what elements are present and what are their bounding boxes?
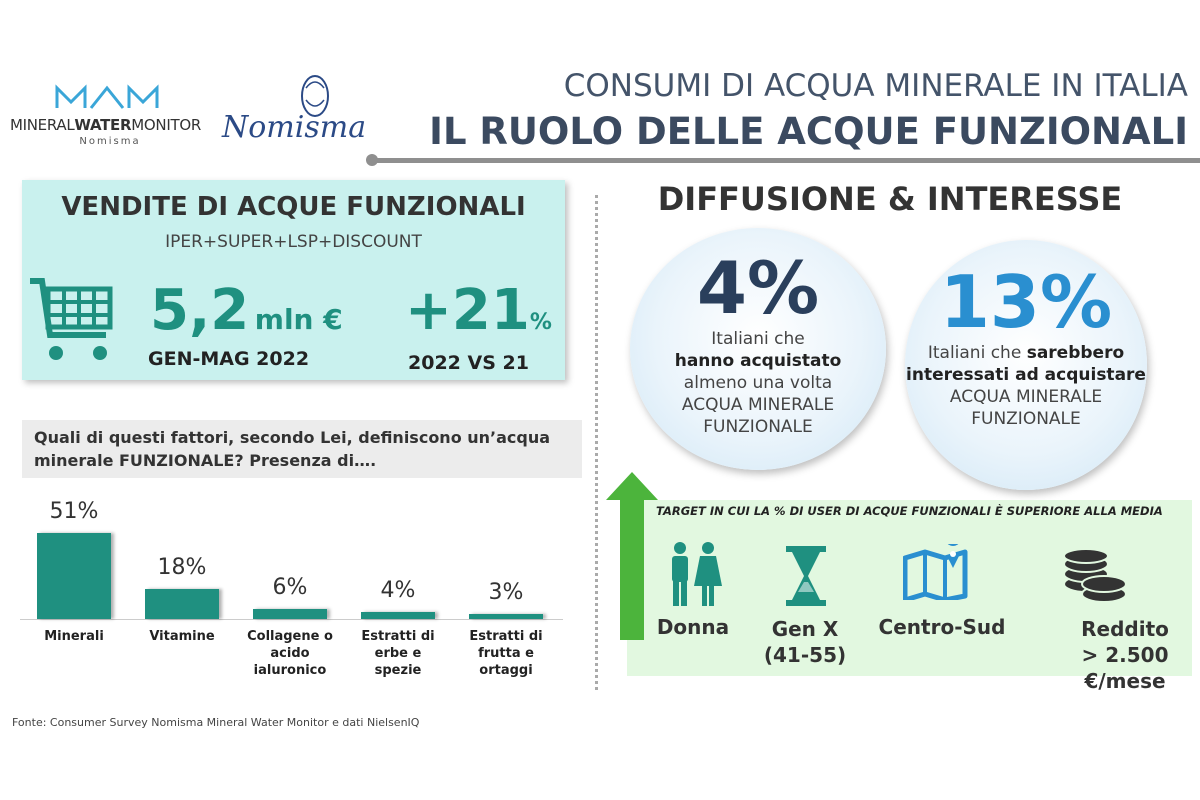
divider xyxy=(595,195,598,690)
target-item: Gen X (41-55) xyxy=(763,617,847,667)
sales-value: 5,2 mln € xyxy=(150,278,343,343)
value-label: 18% xyxy=(157,554,207,580)
x-tick-label: Estratti di frutta e ortaggi xyxy=(469,629,543,678)
subtitle: IL RUOLO DELLE ACQUE FUNZIONALI xyxy=(429,110,1188,153)
value-label: 51% xyxy=(49,498,99,524)
people-icon xyxy=(672,542,722,606)
chart-title: Quali di questi fattori, secondo Lei, de… xyxy=(22,420,582,478)
up-arrow xyxy=(606,472,658,640)
title-rule xyxy=(372,158,1200,163)
target-item: Donna xyxy=(656,615,730,639)
sales-channels: IPER+SUPER+LSP+DISCOUNT xyxy=(165,232,422,252)
sales-title: VENDITE DI ACQUE FUNZIONALI xyxy=(61,192,526,222)
circle-line: sarebbero xyxy=(1026,343,1125,363)
coins-icon xyxy=(1063,548,1127,603)
target-item: Reddito > 2.500 €/mese xyxy=(1081,617,1169,693)
value-label: 4% xyxy=(380,578,416,604)
circle-line: FUNZIONALE xyxy=(703,417,813,437)
source: Fonte: Consumer Survey Nomisma Mineral W… xyxy=(12,716,420,729)
bar xyxy=(37,532,111,619)
baseline xyxy=(20,619,563,620)
sales-box xyxy=(22,180,565,380)
circle-line: Italiani che xyxy=(711,329,805,349)
hourglass-icon xyxy=(786,546,826,606)
sales-growth: +21% xyxy=(405,278,552,343)
x-tick-label: Collagene o acido ialuronico xyxy=(247,629,333,678)
sales-period: GEN-MAG 2022 xyxy=(148,348,310,370)
sales-comparison: 2022 VS 21 xyxy=(408,352,529,374)
circle-line: ACQUA MINERALE xyxy=(949,387,1103,407)
stat-circle: 4% Italiani che hanno acquistato almeno … xyxy=(630,228,886,470)
circle-line: almeno una volta xyxy=(683,373,833,393)
circle-line: Italiani che xyxy=(927,343,1022,363)
bar xyxy=(469,613,543,619)
value-label: 6% xyxy=(272,574,308,600)
title-dot xyxy=(366,154,378,166)
bar xyxy=(253,608,327,619)
title: CONSUMI DI ACQUA MINERALE IN ITALIA xyxy=(563,68,1188,104)
logo-text: MINERALWATERMONITOR xyxy=(10,116,201,134)
value-label: 3% xyxy=(488,579,524,605)
circle-line: hanno acquistato xyxy=(674,351,842,371)
brand: Nomisma xyxy=(222,110,367,145)
x-tick-label: Vitamine xyxy=(149,629,215,644)
map-icon xyxy=(903,544,968,600)
x-tick-label: Estratti di erbe e spezie xyxy=(361,629,435,678)
brand-emblem xyxy=(301,75,329,117)
diffusion-title: DIFFUSIONE & INTERESSE xyxy=(657,180,1123,218)
target-title: TARGET IN CUI LA % DI USER DI ACQUE FUNZ… xyxy=(656,504,1163,518)
stat-circle: 13% Italiani che sarebbero interessati a… xyxy=(905,240,1147,490)
bar xyxy=(145,588,219,619)
cart-icon xyxy=(30,278,113,360)
x-tick-label: Minerali xyxy=(44,629,104,644)
bar xyxy=(361,612,435,619)
logo-sub: Nomisma xyxy=(79,136,141,147)
logo-mark xyxy=(55,84,159,109)
target-item: Centro-Sud xyxy=(878,615,1006,639)
circle-line: FUNZIONALE xyxy=(971,409,1081,429)
circle-line: ACQUA MINERALE xyxy=(681,395,835,415)
circle-line: interessati ad acquistare xyxy=(906,365,1146,385)
